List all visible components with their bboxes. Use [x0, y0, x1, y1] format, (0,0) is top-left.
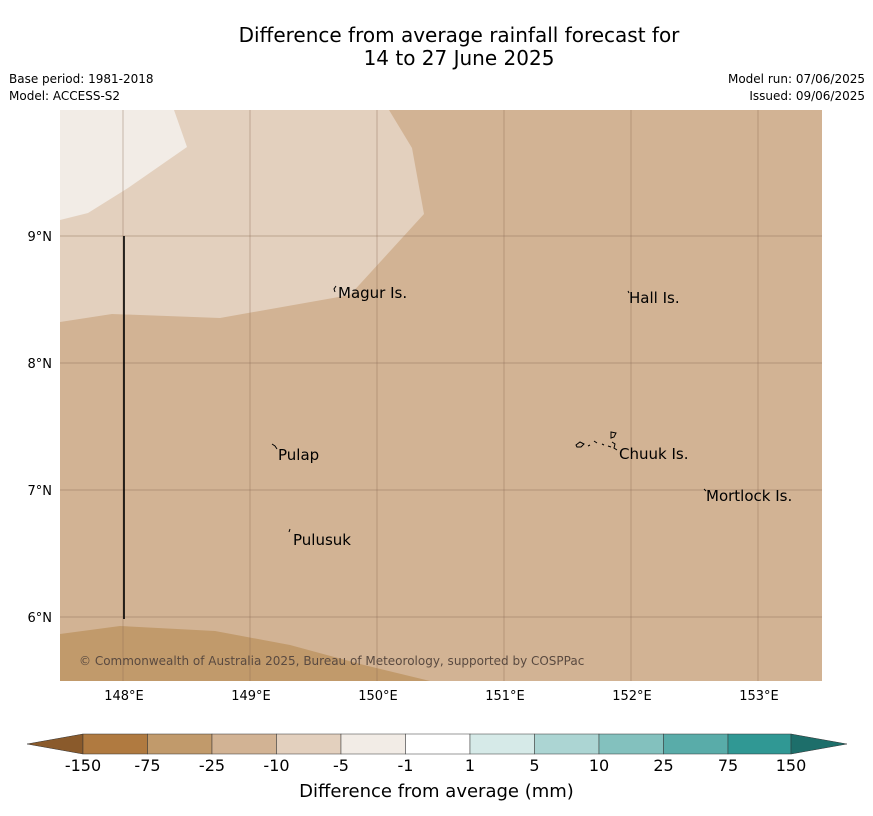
colorbar: [26, 733, 848, 755]
colorbar-tick-7: 1: [464, 756, 476, 775]
model-run-text: Model run: 07/06/2025: [727, 72, 865, 86]
region-minus5-minus1: [60, 110, 187, 220]
lon-label-149: 149°E: [231, 689, 271, 704]
colorbar-high-extension: [790, 733, 848, 755]
island-shapes: [271, 285, 707, 533]
colorbar-swatch-1: [82, 733, 148, 755]
copyright-text: © Commonwealth of Australia 2025, Bureau…: [79, 654, 584, 668]
colorbar-swatch-4: [276, 733, 342, 755]
colorbar-tick-2: -75: [134, 756, 161, 775]
colorbar-tick-5: -5: [333, 756, 349, 775]
place-label-magur: Magur Is.: [338, 284, 407, 302]
colorbar-swatch-6: [405, 733, 471, 755]
colorbar-tick-10: 25: [653, 756, 674, 775]
colorbar-swatch-9: [598, 733, 664, 755]
chuuk-island-shape: [575, 431, 618, 451]
colorbar-tick-11: 75: [717, 756, 739, 775]
place-label-hall: Hall Is.: [629, 289, 680, 307]
lon-label-150: 150°E: [358, 689, 398, 704]
grid-lines: [60, 110, 822, 681]
magur-island-shape: [333, 285, 337, 293]
lon-label-148: 148°E: [104, 689, 144, 704]
place-label-pulusuk: Pulusuk: [293, 531, 351, 549]
base-period-text: Base period: 1981-2018: [9, 72, 154, 86]
place-label-pulap: Pulap: [278, 446, 319, 464]
colorbar-swatch-10: [663, 733, 729, 755]
model-text: Model: ACCESS-S2: [9, 89, 121, 103]
colorbar-swatch-3: [211, 733, 277, 755]
colorbar-swatch-5: [340, 733, 406, 755]
colorbar-tick-8: 5: [529, 756, 540, 775]
mortlock-island-shape: [703, 488, 707, 492]
place-label-chuuk: Chuuk Is.: [619, 445, 688, 463]
colorbar-low-extension: [26, 733, 84, 755]
colorbar-swatch-8: [534, 733, 600, 755]
lat-label-7: 7°N: [28, 484, 53, 499]
region-minus75-minus25: [60, 626, 430, 681]
lon-label-152: 152°E: [612, 689, 652, 704]
lon-label-151: 151°E: [485, 689, 525, 704]
place-label-mortlock: Mortlock Is.: [706, 487, 792, 505]
issued-text: Issued: 09/06/2025: [749, 89, 865, 103]
colorbar-swatch-2: [147, 733, 213, 755]
colorbar-tick-3: -25: [198, 756, 226, 775]
colorbar-tick-12: 150: [775, 756, 807, 775]
lon-label-153: 153°E: [739, 689, 779, 704]
lat-label-8: 8°N: [28, 357, 53, 372]
pulusuk-island-shape: [288, 528, 291, 533]
chart-title-line2: 14 to 27 June 2025: [363, 46, 555, 70]
colorbar-tick-6: -1: [397, 756, 414, 775]
colorbar-tick-9: 10: [588, 756, 610, 775]
lat-label-6: 6°N: [28, 611, 53, 626]
colorbar-title: Difference from average (mm): [299, 781, 574, 802]
hall-island-shape: [627, 290, 630, 294]
colorbar-tick-4: -10: [263, 756, 290, 775]
colorbar-swatch-11: [727, 733, 792, 755]
colorbar-swatch-7: [469, 733, 535, 755]
pulap-island-shape: [271, 443, 278, 450]
lat-label-9: 9°N: [28, 230, 53, 245]
chart-title-line1: Difference from average rainfall forecas…: [238, 23, 680, 47]
colorbar-tick-1: -150: [64, 756, 102, 775]
